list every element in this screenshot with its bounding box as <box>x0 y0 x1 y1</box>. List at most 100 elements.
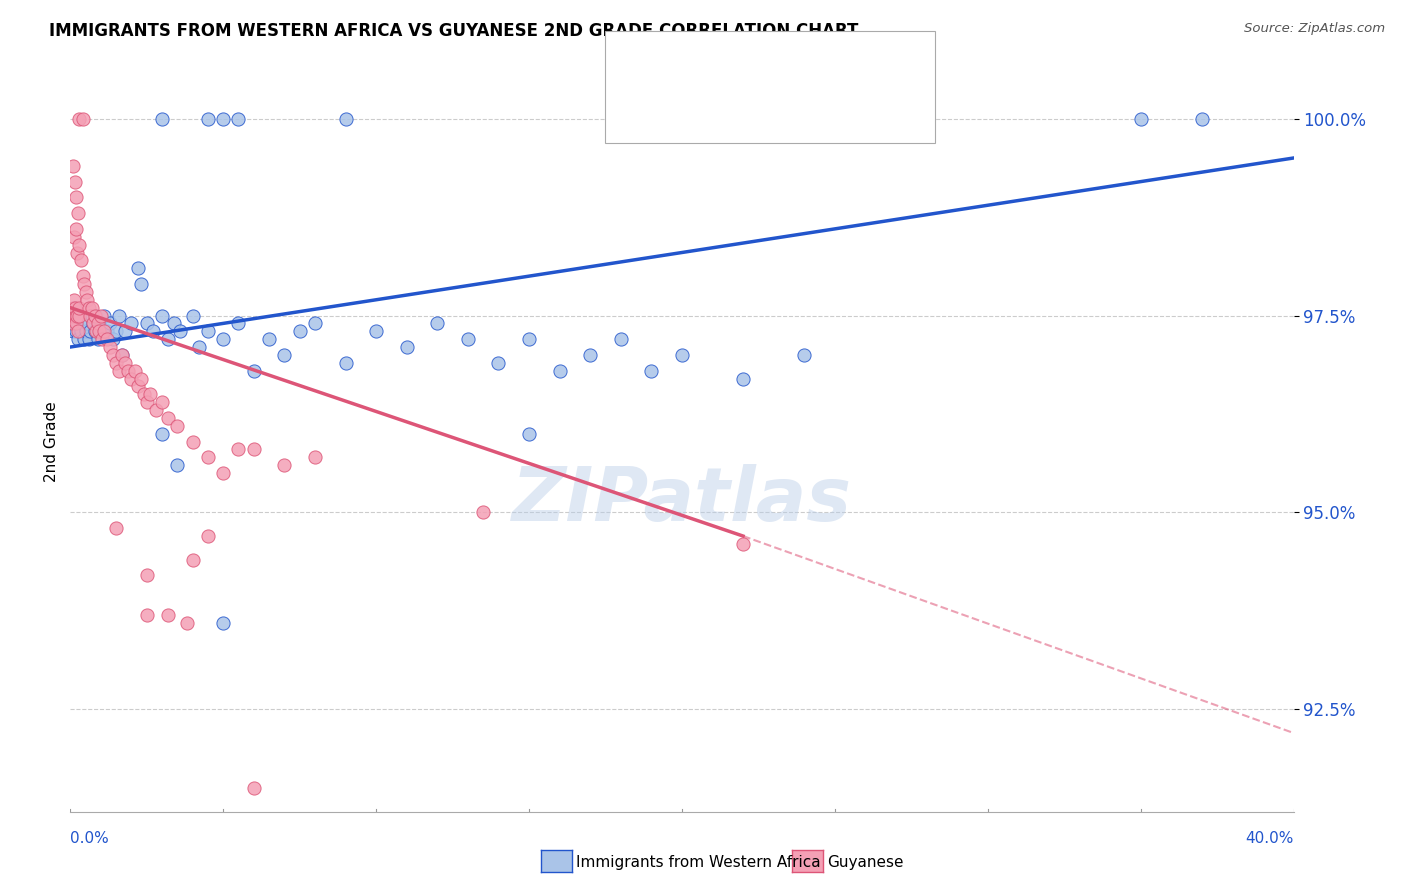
Point <box>72 317 94 331</box>
Point <box>169 324 191 338</box>
Text: 0.0%: 0.0% <box>70 831 110 847</box>
Point <box>579 348 602 362</box>
Point <box>135 607 157 622</box>
Point <box>83 309 105 323</box>
Point <box>228 442 250 457</box>
Point <box>257 332 280 346</box>
Point <box>62 324 84 338</box>
Point <box>65 317 87 331</box>
Point <box>472 505 495 519</box>
Point <box>89 317 111 331</box>
Point <box>80 309 103 323</box>
Point <box>98 340 121 354</box>
Point <box>65 317 87 331</box>
Point <box>228 317 250 331</box>
Point <box>273 458 295 472</box>
Point <box>488 356 510 370</box>
Point <box>142 324 165 338</box>
Point <box>65 190 87 204</box>
Point <box>197 450 219 465</box>
Point <box>197 529 219 543</box>
Point <box>70 253 93 268</box>
Text: IMMIGRANTS FROM WESTERN AFRICA VS GUYANESE 2ND GRADE CORRELATION CHART: IMMIGRANTS FROM WESTERN AFRICA VS GUYANE… <box>49 22 859 40</box>
Point <box>69 112 91 126</box>
Point <box>157 607 180 622</box>
Point <box>166 458 188 472</box>
Point <box>63 293 86 307</box>
Point <box>304 317 326 331</box>
Point <box>212 112 235 126</box>
Point <box>273 348 295 362</box>
Point <box>288 324 311 338</box>
Point <box>66 324 89 338</box>
Point <box>640 364 662 378</box>
Point <box>111 348 134 362</box>
Point <box>157 411 180 425</box>
Point <box>93 324 115 338</box>
Point <box>63 229 86 244</box>
Point <box>67 237 90 252</box>
Point <box>82 317 104 331</box>
Point <box>89 324 111 338</box>
Point <box>65 222 87 236</box>
Point <box>75 285 97 299</box>
Point <box>395 340 418 354</box>
Point <box>304 450 326 465</box>
Point <box>127 379 149 393</box>
Point <box>121 371 143 385</box>
Point <box>548 364 571 378</box>
Point <box>212 332 235 346</box>
Text: ZIPatlas: ZIPatlas <box>512 464 852 537</box>
Point <box>62 159 84 173</box>
Point <box>166 418 188 433</box>
Point <box>62 301 84 315</box>
Point <box>145 403 167 417</box>
Point <box>139 387 162 401</box>
Point <box>197 324 219 338</box>
Point <box>197 112 219 126</box>
Point <box>65 324 87 338</box>
Point <box>111 348 134 362</box>
Text: Guyanese: Guyanese <box>827 855 903 870</box>
Point <box>150 112 173 126</box>
Point <box>76 317 98 331</box>
Point <box>187 340 209 354</box>
Point <box>69 301 91 315</box>
Point <box>228 112 250 126</box>
Point <box>502 821 524 835</box>
Point <box>65 309 87 323</box>
Text: N = 75: N = 75 <box>763 58 825 76</box>
Point <box>150 309 173 323</box>
Point <box>69 309 91 323</box>
Point <box>77 301 100 315</box>
Text: R =: R = <box>658 58 695 76</box>
Point <box>82 317 104 331</box>
Point <box>181 309 204 323</box>
Text: -0.358: -0.358 <box>697 98 756 116</box>
Point <box>73 332 96 346</box>
Point <box>121 317 143 331</box>
Point <box>135 568 157 582</box>
Point <box>87 317 110 331</box>
Point <box>114 324 136 338</box>
Point <box>243 364 266 378</box>
Point <box>70 324 93 338</box>
Point <box>66 245 89 260</box>
Point <box>127 261 149 276</box>
Point <box>79 324 101 338</box>
Point <box>129 371 152 385</box>
Point <box>87 332 110 346</box>
Text: 40.0%: 40.0% <box>1246 831 1294 847</box>
Point <box>63 175 86 189</box>
Point <box>84 324 107 338</box>
Text: R =: R = <box>658 98 695 116</box>
Point <box>114 356 136 370</box>
Point <box>457 332 479 346</box>
Point <box>96 324 118 338</box>
Point <box>335 356 357 370</box>
Point <box>60 317 83 331</box>
Point <box>135 395 157 409</box>
Point <box>1191 112 1213 126</box>
Point <box>66 206 89 220</box>
Point <box>108 364 131 378</box>
